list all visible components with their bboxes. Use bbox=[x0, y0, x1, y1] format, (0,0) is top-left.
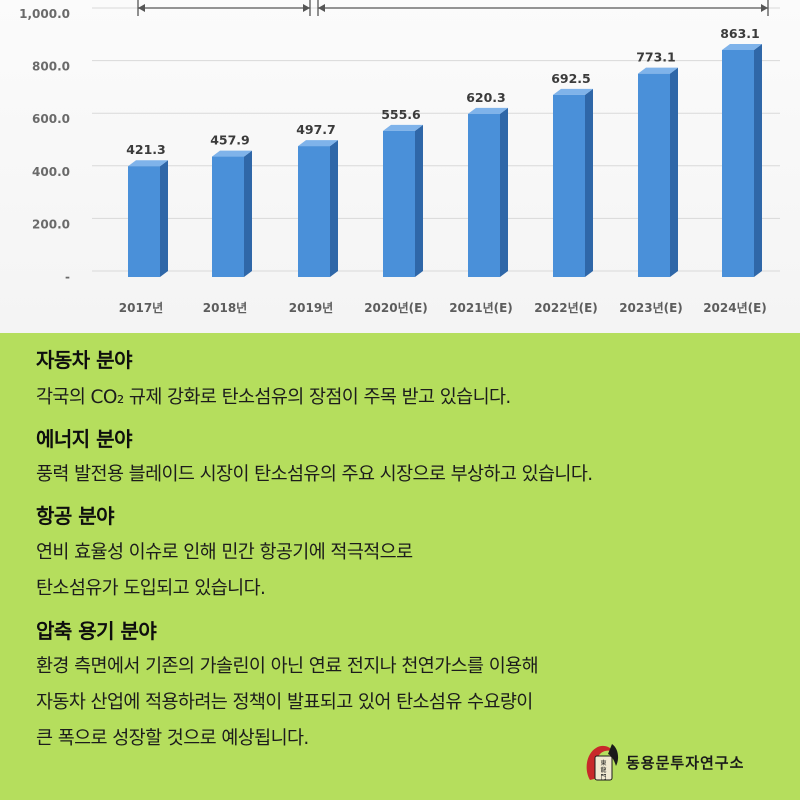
x-tick-label: 2019년 bbox=[289, 301, 333, 315]
bracket-arrow bbox=[761, 4, 768, 12]
brand-logo: 東 龍 門 동용문투자연구소 bbox=[582, 738, 782, 788]
bar-chart: - 200.0 400.0 600.0 800.0 1,000.0 421.3 2017년 45… bbox=[19, 0, 780, 315]
bar-value-label: 421.3 bbox=[126, 142, 166, 157]
y-tick-label: 800.0 bbox=[32, 60, 70, 74]
body-line: 각국의 CO₂ 규제 강화로 탄소섬유의 장점이 주목 받고 있습니다. bbox=[36, 387, 511, 408]
bar-top bbox=[212, 150, 252, 157]
body-line: 풍력 발전용 블레이드 시장이 탄소섬유의 주요 시장으로 부상하고 있습니다. bbox=[36, 464, 593, 485]
labels: - 200.0 400.0 600.0 800.0 1,000.0 421.3 2017년 45… bbox=[19, 7, 767, 315]
bar-top bbox=[128, 160, 168, 167]
x-tick-label: 2018년 bbox=[203, 301, 247, 315]
y-tick-label: 400.0 bbox=[32, 165, 70, 179]
bar-side bbox=[160, 160, 168, 277]
section-title-automotive: 자동차 분야 bbox=[36, 348, 132, 372]
x-tick-label: 2023년(E) bbox=[619, 301, 683, 315]
body-line: 큰 폭으로 성장할 것으로 예상됩니다. bbox=[36, 728, 309, 749]
bar-value-label: 555.6 bbox=[381, 107, 421, 122]
bar-value-label: 497.7 bbox=[296, 122, 336, 137]
y-tick-label: 600.0 bbox=[32, 112, 70, 126]
bar-side bbox=[500, 107, 508, 277]
y-tick-label: - bbox=[65, 270, 70, 284]
period-brackets bbox=[137, 0, 769, 16]
section-title-pressure-vessel: 압축 용기 분야 bbox=[36, 619, 157, 643]
body-line: 연비 효율성 이슈로 인해 민간 항공기에 적극적으로 bbox=[36, 542, 413, 563]
bar-value-label: 773.1 bbox=[636, 50, 676, 65]
x-tick-label: 2022년(E) bbox=[534, 301, 598, 315]
bar bbox=[468, 113, 500, 277]
bar-top bbox=[722, 44, 762, 51]
bracket-arrow bbox=[138, 4, 145, 12]
bar-top bbox=[298, 140, 338, 147]
section-body-automotive: 각국의 CO₂ 규제 강화로 탄소섬유의 장점이 주목 받고 있습니다. bbox=[36, 380, 511, 416]
section-body-aviation: 연비 효율성 이슈로 인해 민간 항공기에 적극적으로 탄소섬유가 도입되고 있… bbox=[36, 535, 413, 607]
body-line: 환경 측면에서 기존의 가솔린이 아닌 연료 전지나 천연가스를 이용해 bbox=[36, 656, 539, 677]
text-panel: 자동차 분야 각국의 CO₂ 규제 강화로 탄소섬유의 장점이 주목 받고 있습… bbox=[0, 333, 800, 800]
y-tick-label: 1,000.0 bbox=[19, 7, 70, 21]
dragon-emblem-icon: 東 龍 門 bbox=[586, 744, 619, 781]
bar bbox=[722, 50, 754, 277]
bar bbox=[383, 130, 415, 277]
bar-top bbox=[383, 124, 423, 131]
bar-side bbox=[415, 124, 423, 277]
bars bbox=[128, 44, 762, 277]
bar-side bbox=[330, 140, 338, 277]
bracket-arrow bbox=[318, 4, 325, 12]
bar-side bbox=[670, 67, 678, 277]
bar-top bbox=[553, 88, 593, 95]
svg-text:門: 門 bbox=[600, 774, 606, 781]
bar-top bbox=[638, 67, 678, 74]
y-tick-label: 200.0 bbox=[32, 217, 70, 231]
bar bbox=[298, 146, 330, 277]
x-tick-label: 2020년(E) bbox=[364, 301, 428, 315]
bar bbox=[553, 94, 585, 277]
bar-value-label: 620.3 bbox=[466, 90, 506, 105]
section-title-aviation: 항공 분야 bbox=[36, 504, 115, 528]
svg-text:東: 東 bbox=[600, 759, 606, 767]
body-line: 자동차 산업에 적용하려는 정책이 발표되고 있어 탄소섬유 수요량이 bbox=[36, 692, 533, 713]
section-body-energy: 풍력 발전용 블레이드 시장이 탄소섬유의 주요 시장으로 부상하고 있습니다. bbox=[36, 457, 593, 493]
bar-value-label: 457.9 bbox=[210, 133, 250, 148]
bar bbox=[128, 166, 160, 277]
chart-area: - 200.0 400.0 600.0 800.0 1,000.0 421.3 2017년 45… bbox=[0, 0, 800, 333]
section-title-energy: 에너지 분야 bbox=[36, 427, 132, 451]
bracket-arrow bbox=[303, 4, 310, 12]
section-body-pressure-vessel: 환경 측면에서 기존의 가솔린이 아닌 연료 전지나 천연가스를 이용해 자동차… bbox=[36, 649, 539, 757]
bar bbox=[638, 73, 670, 277]
bar-side bbox=[244, 150, 252, 277]
bar-side bbox=[754, 44, 762, 277]
x-tick-label: 2021년(E) bbox=[449, 301, 513, 315]
bar-side bbox=[585, 88, 593, 277]
bar-top bbox=[468, 107, 508, 114]
bar-value-label: 692.5 bbox=[551, 71, 591, 86]
bar-value-label: 863.1 bbox=[720, 26, 760, 41]
bar bbox=[212, 156, 244, 277]
x-tick-label: 2024년(E) bbox=[703, 301, 767, 315]
body-line: 탄소섬유가 도입되고 있습니다. bbox=[36, 578, 266, 599]
x-tick-label: 2017년 bbox=[119, 301, 163, 315]
svg-text:龍: 龍 bbox=[600, 766, 606, 774]
logo-text: 동용문투자연구소 bbox=[626, 754, 745, 772]
